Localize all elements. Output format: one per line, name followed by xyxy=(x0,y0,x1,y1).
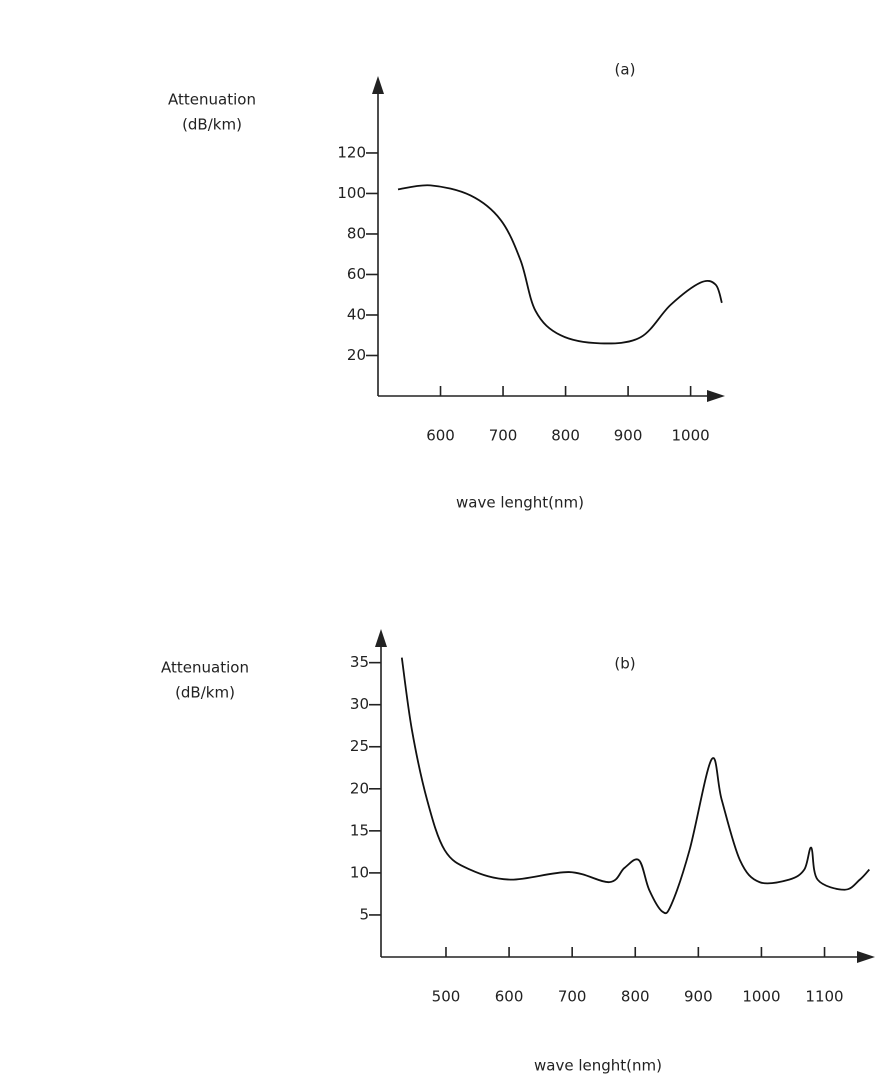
x-tick-label: 1000 xyxy=(672,427,710,445)
chart-label: (a) xyxy=(615,61,636,79)
background xyxy=(0,0,879,1076)
x-tick-label: 600 xyxy=(426,427,455,445)
x-tick-label: 700 xyxy=(558,988,587,1006)
y-axis-label: (dB/km) xyxy=(175,684,235,702)
y-tick-label: 20 xyxy=(350,779,369,797)
x-tick-label: 1100 xyxy=(805,988,843,1006)
y-tick-label: 100 xyxy=(337,184,366,202)
y-tick-label: 20 xyxy=(347,346,366,364)
y-tick-label: 5 xyxy=(359,905,369,923)
y-tick-label: 120 xyxy=(337,143,366,161)
chart-label: (b) xyxy=(614,655,635,673)
x-tick-label: 900 xyxy=(684,988,713,1006)
y-tick-label: 30 xyxy=(350,695,369,713)
y-axis-label: Attenuation xyxy=(161,659,249,677)
y-axis-label: Attenuation xyxy=(168,91,256,109)
x-axis-label: wave lenght(nm) xyxy=(456,494,584,512)
x-tick-label: 500 xyxy=(432,988,461,1006)
y-tick-label: 80 xyxy=(347,224,366,242)
y-tick-label: 40 xyxy=(347,305,366,323)
x-tick-label: 700 xyxy=(489,427,518,445)
y-axis-label: (dB/km) xyxy=(182,116,242,134)
y-tick-label: 35 xyxy=(350,653,369,671)
x-tick-label: 800 xyxy=(621,988,650,1006)
y-tick-label: 25 xyxy=(350,737,369,755)
y-tick-label: 15 xyxy=(350,821,369,839)
x-tick-label: 800 xyxy=(551,427,580,445)
page: (a) Attenuation (dB/km) wave lenght(nm) 20 40… xyxy=(0,0,879,1076)
y-tick-label: 60 xyxy=(347,265,366,283)
x-tick-label: 1000 xyxy=(742,988,780,1006)
x-tick-label: 900 xyxy=(614,427,643,445)
x-axis-label: wave lenght(nm) xyxy=(534,1057,662,1075)
y-tick-label: 10 xyxy=(350,863,369,881)
x-tick-label: 600 xyxy=(495,988,524,1006)
